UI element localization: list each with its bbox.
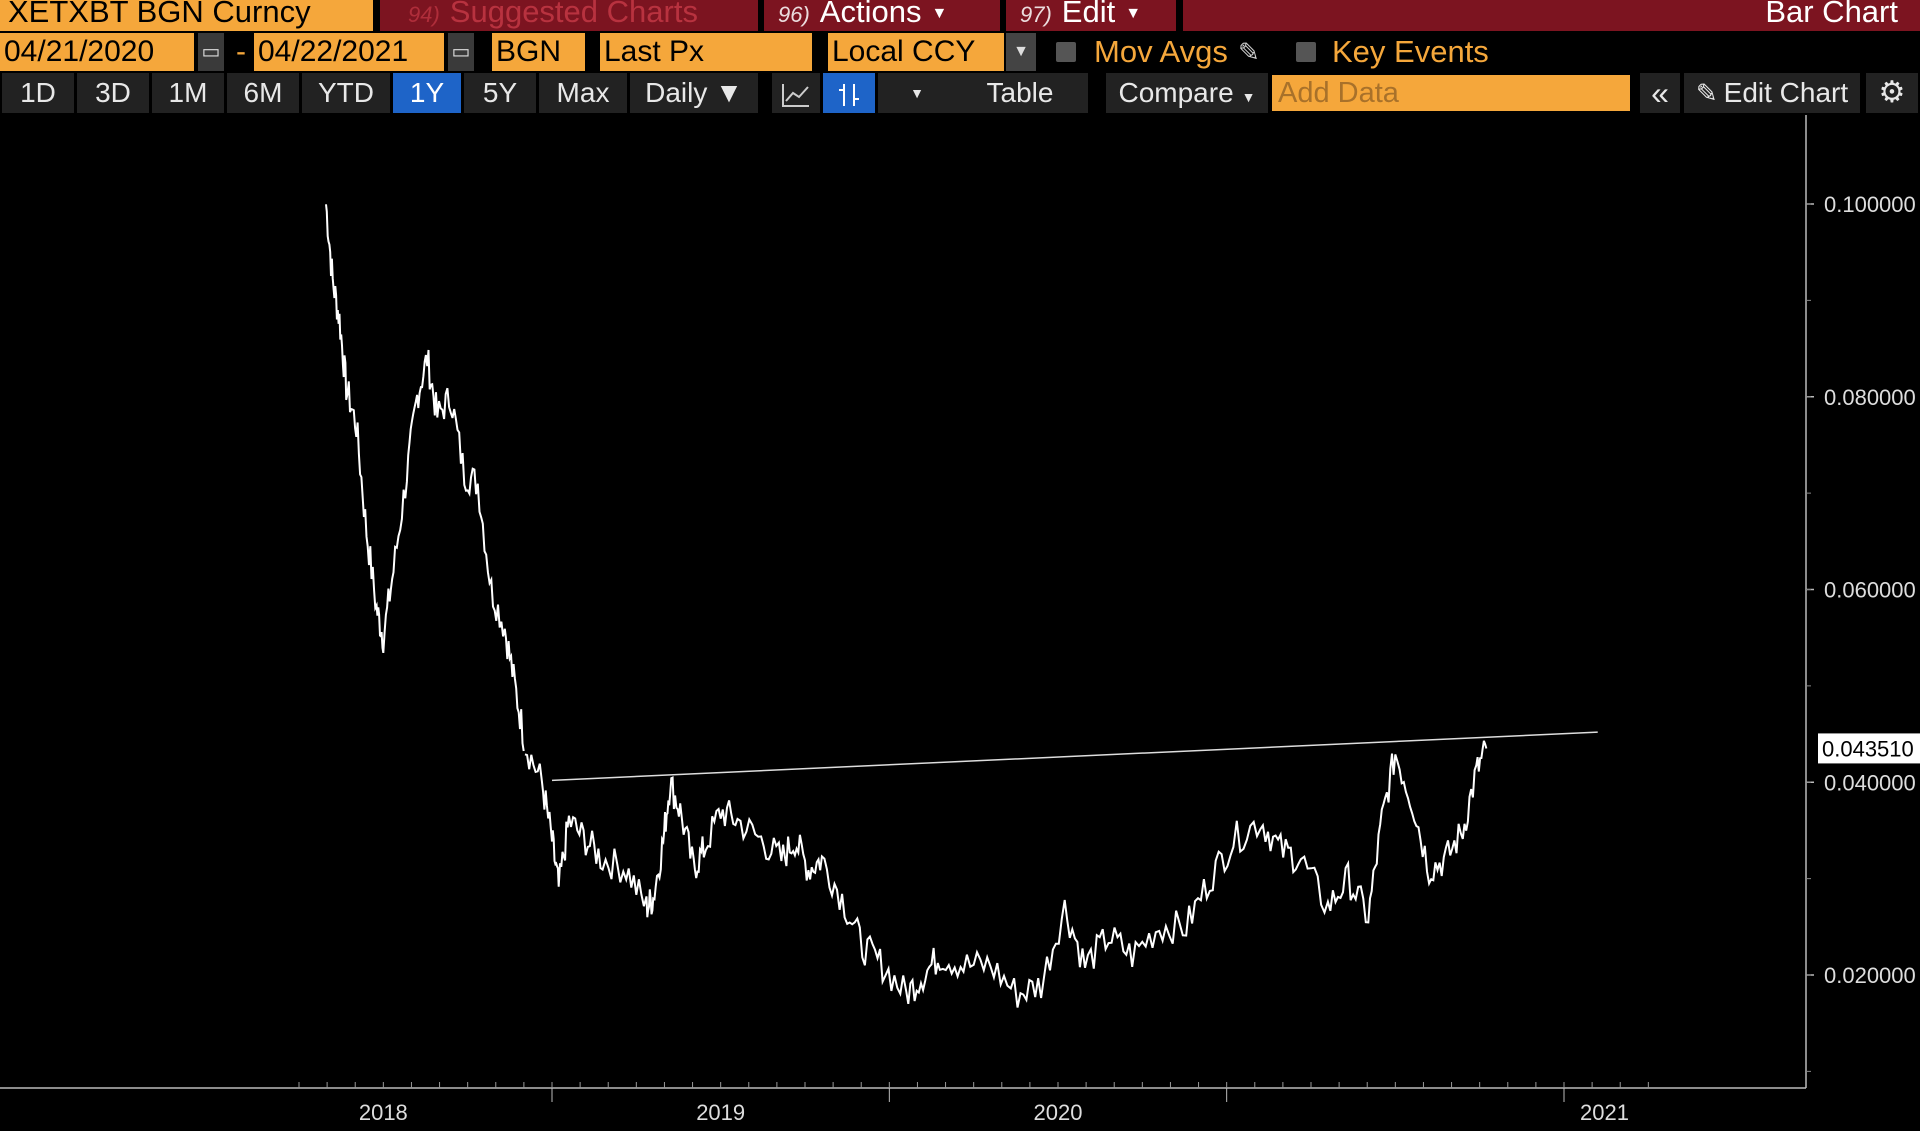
range-ytd-button[interactable]: YTD xyxy=(302,73,390,113)
actions-number: 96) xyxy=(778,2,810,27)
range-3d-button[interactable]: 3D xyxy=(77,73,149,113)
x-axis-ticks: 2018 2019 2020 2021 xyxy=(298,1082,1649,1125)
range-6m-button[interactable]: 6M xyxy=(227,73,299,113)
y-axis-ticks: 0.100000 0.080000 0.060000 0.040000 0.020000 xyxy=(1806,192,1916,1072)
price-field-select[interactable]: Last Px xyxy=(600,33,812,71)
chevron-down-icon: ▼ xyxy=(931,4,948,22)
suggested-charts-button[interactable]: 94) Suggested Charts xyxy=(380,0,758,31)
last-price-box xyxy=(1818,733,1920,764)
start-date-field[interactable]: 04/21/2020 xyxy=(0,33,194,71)
source-field[interactable]: BGN xyxy=(492,33,585,71)
pencil-icon[interactable]: ✎ xyxy=(1238,37,1260,67)
compare-menu[interactable]: Compare ▼ xyxy=(1106,73,1268,113)
mov-avgs-checkbox[interactable] xyxy=(1056,42,1076,62)
chart-settings-row: 04/21/2020 ▭ - 04/22/2021 ▭ BGN Last Px … xyxy=(0,33,1920,71)
edit-chart-label: Edit Chart xyxy=(1723,77,1849,108)
edit-menu[interactable]: 97) Edit ▼ xyxy=(1006,0,1176,31)
key-events-label: Key Events xyxy=(1332,34,1489,69)
suggested-charts-number: 94) xyxy=(408,2,440,27)
edit-chart-button[interactable]: ✎ Edit Chart xyxy=(1684,73,1860,113)
x-tick-label: 2019 xyxy=(696,1100,745,1125)
edit-number: 97) xyxy=(1020,2,1052,27)
actions-label: Actions xyxy=(819,0,922,29)
calendar-icon[interactable]: ▭ xyxy=(448,33,474,71)
range-max-button[interactable]: Max xyxy=(539,73,627,113)
gear-icon[interactable]: ⚙ xyxy=(1866,73,1918,113)
y-tick-label: 0.040000 xyxy=(1824,770,1916,795)
y-tick-label: 0.020000 xyxy=(1824,963,1916,988)
y-tick-label: 0.100000 xyxy=(1824,192,1916,217)
collapse-icon[interactable]: « xyxy=(1640,73,1680,113)
last-price-value: 0.043510 xyxy=(1822,736,1914,761)
bar-chart-icon[interactable] xyxy=(823,73,875,113)
add-data-input[interactable] xyxy=(1272,75,1630,111)
x-tick-label: 2018 xyxy=(359,1100,408,1125)
actions-menu[interactable]: 96) Actions ▼ xyxy=(764,0,1000,31)
y-tick-label: 0.080000 xyxy=(1824,385,1916,410)
mov-avgs-label: Mov Avgs xyxy=(1094,34,1228,69)
frequency-select[interactable]: Daily ▼ xyxy=(630,73,758,113)
x-tick-label: 2020 xyxy=(1034,1100,1083,1125)
chevron-down-icon[interactable]: ▼ xyxy=(1006,33,1036,71)
date-separator: - xyxy=(236,35,246,68)
line-chart-icon[interactable] xyxy=(772,73,820,113)
edit-label: Edit xyxy=(1061,0,1116,29)
price-chart[interactable]: 0.100000 0.080000 0.060000 0.040000 0.020000… xyxy=(0,113,1920,1131)
suggested-charts-label: Suggested Charts xyxy=(449,0,698,29)
chevron-down-icon: ▼ xyxy=(1241,89,1256,105)
x-tick-label: 2021 xyxy=(1580,1100,1629,1125)
key-events-checkbox[interactable] xyxy=(1296,42,1316,62)
price-series-line xyxy=(325,204,1488,1008)
toolbar: 1D 3D 1M 6M YTD 1Y 5Y Max Daily ▼ ▼ Tabl… xyxy=(0,73,1920,113)
range-5y-button[interactable]: 5Y xyxy=(464,73,536,113)
chart-type-title: Bar Chart xyxy=(1183,0,1920,31)
range-1d-button[interactable]: 1D xyxy=(2,73,74,113)
range-1y-button[interactable]: 1Y xyxy=(393,73,461,113)
range-1m-button[interactable]: 1M xyxy=(152,73,224,113)
last-price-label: 0.043510 xyxy=(1818,733,1920,764)
compare-label: Compare xyxy=(1118,77,1234,108)
chevron-down-icon: ▼ xyxy=(1125,4,1142,22)
table-button[interactable]: Table xyxy=(952,73,1088,113)
end-date-field[interactable]: 04/22/2021 xyxy=(254,33,444,71)
chart-axes xyxy=(0,115,1807,1089)
calendar-icon[interactable]: ▭ xyxy=(198,33,224,71)
trendline[interactable] xyxy=(551,731,1598,782)
pencil-icon: ✎ xyxy=(1695,78,1718,108)
chart-style-dropdown[interactable]: ▼ xyxy=(878,73,956,113)
top-bar: XETXBT BGN Curncy 94) Suggested Charts 96… xyxy=(0,0,1920,31)
currency-select[interactable]: Local CCY xyxy=(828,33,1004,71)
y-tick-label: 0.060000 xyxy=(1824,578,1916,603)
security-ticker[interactable]: XETXBT BGN Curncy xyxy=(0,0,373,31)
